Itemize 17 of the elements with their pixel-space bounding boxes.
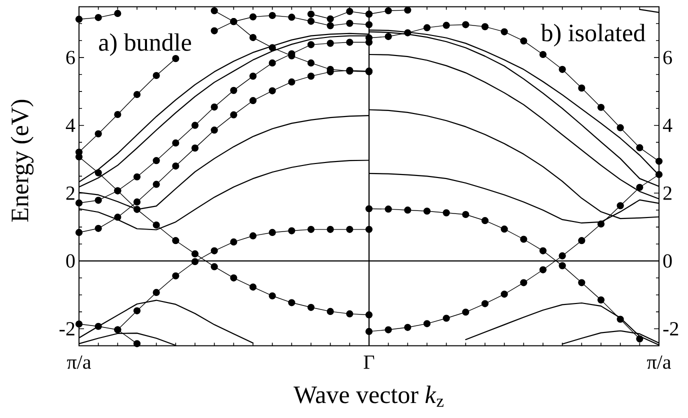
y2-tick-label: 2 (663, 186, 672, 200)
y-tick-label: 6 (66, 50, 75, 64)
x-axis-title: Wave vector k$_{z}$ (294, 386, 444, 407)
y-axis-title: Energy (eV) (10, 100, 34, 222)
y2-tick-label: 6 (663, 50, 672, 64)
x-tick-label: π/a (647, 356, 671, 369)
annotation: a) bundle (99, 33, 192, 56)
y-tick-label: -2 (60, 322, 74, 336)
y2-tick-label: 0 (663, 254, 672, 268)
y2-tick-label: -2 (663, 322, 678, 336)
annotation: b) isolated (540, 24, 646, 46)
y-tick-label: 0 (66, 254, 75, 268)
y-tick-label: 4 (66, 118, 76, 132)
x-tick-label: π/a (67, 356, 91, 369)
y-tick-label: 2 (66, 186, 74, 200)
y2-tick-label: 4 (662, 118, 672, 132)
x-tick-label: Γ (364, 356, 374, 369)
